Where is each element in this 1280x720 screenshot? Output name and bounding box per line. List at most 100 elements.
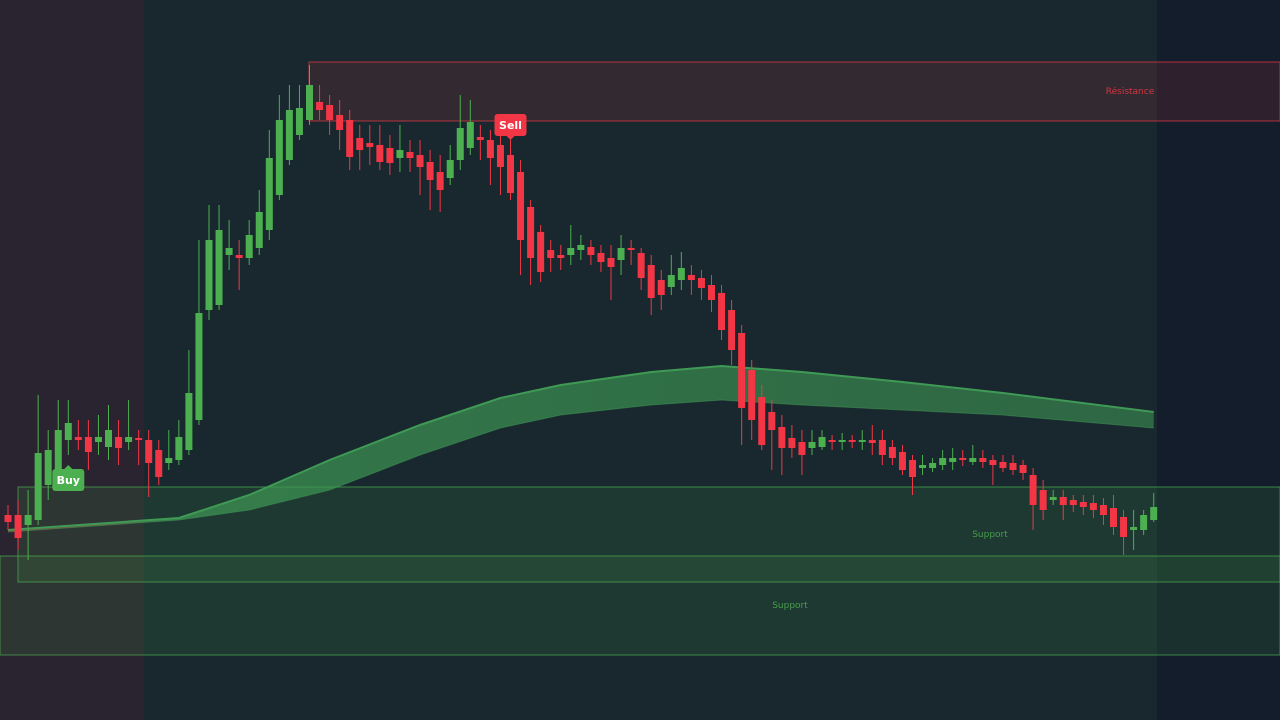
candle-body	[64, 423, 72, 440]
candle-body	[346, 120, 354, 157]
candle-body	[697, 278, 705, 288]
candle-body	[999, 462, 1007, 468]
candle-body	[275, 120, 283, 195]
candle-body	[165, 458, 173, 463]
signal-badge	[52, 469, 85, 491]
candle-body	[245, 235, 253, 258]
candle-body	[135, 438, 143, 440]
candle-body	[336, 115, 344, 130]
candle-body	[798, 442, 806, 455]
candle-body	[868, 440, 876, 443]
candle-body	[205, 240, 213, 310]
candle-body	[316, 102, 324, 110]
candle-body	[436, 172, 444, 190]
candle-body	[718, 293, 726, 330]
candle-body	[215, 230, 223, 305]
candle-body	[356, 138, 364, 150]
candle-body	[486, 140, 494, 158]
signal-badge	[494, 114, 527, 136]
candle-body	[185, 393, 193, 450]
candle-body	[386, 148, 394, 163]
candle-body	[476, 137, 484, 140]
candle-body	[265, 158, 273, 230]
candle-body	[738, 333, 746, 408]
candle-body	[44, 450, 52, 485]
candle-body	[959, 458, 967, 460]
candle-body	[507, 155, 514, 193]
candle-body	[74, 437, 82, 440]
candle-body	[567, 248, 575, 255]
candle-body	[1099, 505, 1107, 515]
candle-body	[285, 110, 293, 160]
candle-body	[547, 250, 555, 258]
candle-body	[617, 248, 625, 260]
candle-body	[125, 437, 133, 442]
candle-body	[939, 458, 947, 465]
candle-body	[406, 152, 414, 158]
candle-body	[306, 85, 313, 120]
candle-body	[557, 255, 565, 258]
zone-label: Support	[972, 530, 1008, 540]
candle-body	[1150, 507, 1158, 520]
candle-body	[24, 515, 32, 525]
candle-body	[677, 268, 685, 280]
candle-body	[537, 232, 545, 272]
signal-pointer	[505, 135, 516, 140]
ma-line	[7, 364, 1154, 531]
signal-pointer	[63, 465, 74, 470]
candle-body	[155, 450, 163, 477]
candle-body	[657, 280, 665, 295]
candle-body	[1029, 475, 1037, 505]
candle-body	[969, 458, 977, 462]
ma-line	[7, 399, 1154, 533]
signal-label: Buy	[57, 474, 80, 487]
candle-body	[808, 442, 816, 448]
candle-body	[878, 440, 886, 455]
candle-body	[828, 440, 836, 442]
candle-body	[14, 515, 22, 538]
candle-body	[979, 458, 987, 462]
candle-body	[175, 437, 183, 460]
candle-body	[446, 160, 454, 178]
candle-body	[145, 440, 153, 463]
candle-body	[708, 285, 715, 300]
candle-body	[456, 128, 464, 160]
candle-body	[949, 458, 957, 462]
candle-body	[929, 463, 937, 468]
candle-body	[758, 397, 766, 445]
candle-body	[105, 430, 112, 447]
candle-body	[1019, 465, 1027, 473]
zone-label: Résistance	[1106, 86, 1155, 97]
candle-body	[4, 515, 12, 522]
candle-body	[54, 430, 62, 470]
candle-body	[898, 452, 906, 470]
candle-body	[1009, 463, 1017, 470]
candle-body	[527, 207, 535, 258]
candle-body	[577, 245, 585, 250]
zone	[0, 555, 1280, 656]
candle-body	[195, 313, 203, 420]
candle-body	[818, 437, 826, 447]
candle-body	[416, 155, 424, 167]
candle-body	[637, 253, 645, 278]
candle-body	[235, 255, 243, 258]
candle-body	[888, 447, 896, 458]
candle-body	[517, 172, 525, 240]
candle-body	[115, 437, 123, 448]
candle-body	[788, 438, 796, 448]
candle-body	[1120, 517, 1128, 537]
candle-body	[255, 212, 263, 248]
candle-body	[778, 427, 786, 448]
candle-body	[687, 275, 695, 280]
candle-body	[1039, 490, 1047, 510]
candle-body	[225, 248, 233, 255]
candle-body	[848, 440, 856, 442]
candle-body	[858, 440, 866, 442]
candle-body	[627, 248, 635, 250]
candle-body	[748, 370, 756, 420]
candle-body	[587, 247, 595, 255]
signal-label: Sell	[499, 119, 522, 132]
candle-body	[1049, 497, 1057, 500]
